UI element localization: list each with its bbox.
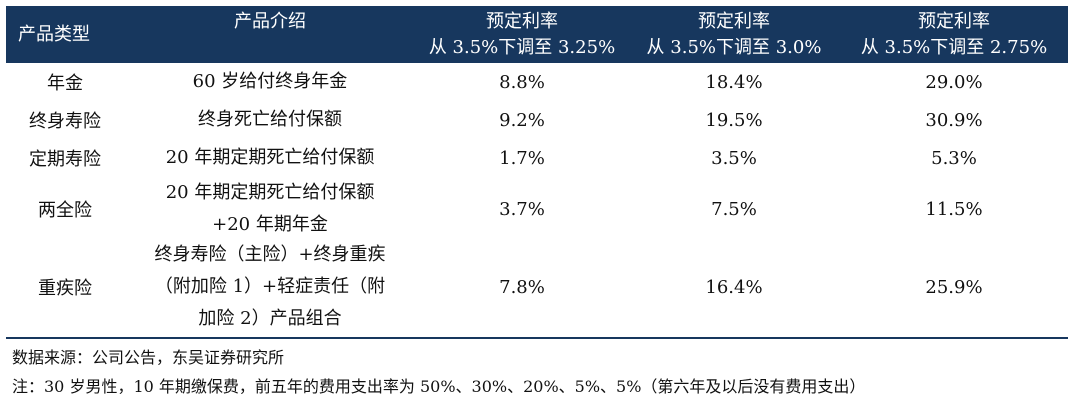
- footnote: 注：30 岁男性，10 年期缴保费，前五年的费用支出率为 50%、30%、20%…: [12, 377, 866, 396]
- intro-line: 20 年期定期死亡给付保额: [165, 147, 375, 168]
- header-rate-3-0: 预定利率 从 3.5%下调至 3.0%: [628, 6, 840, 63]
- intro-line: 终身死亡给付保额: [198, 109, 342, 130]
- cell-rate-3-0: 3.5%: [711, 147, 757, 169]
- cell-rate-3-25: 1.7%: [499, 147, 545, 169]
- header-rate-2-75-line2: 从 3.5%下调至 2.75%: [860, 36, 1048, 58]
- cell-product-intro: 20 年期定期死亡给付保额 +20 年期年金: [124, 177, 416, 241]
- header-product-intro-label: 产品介绍: [234, 11, 306, 32]
- cell-rate-3-25: 3.7%: [499, 198, 545, 220]
- cell-rate-3-0: 18.4%: [705, 71, 763, 93]
- intro-line: （附加险 1）+轻症责任（附: [154, 276, 386, 297]
- table-header: 产品类型 产品介绍 预定利率 从 3.5%下调至 3.25% 预定利率 从 3.…: [6, 6, 1068, 63]
- header-rate-3-0-line1: 预定利率: [698, 10, 770, 32]
- intro-line: 加险 2）产品组合: [198, 308, 342, 329]
- cell-product-intro: 终身寿险（主险）+终身重疾 （附加险 1）+轻症责任（附 加险 2）产品组合: [124, 237, 416, 337]
- header-product-type-label: 产品类型: [18, 23, 90, 45]
- header-rate-3-25: 预定利率 从 3.5%下调至 3.25%: [416, 6, 628, 63]
- cell-rate-3-25: 7.8%: [499, 276, 545, 298]
- cell-rate-3-0: 16.4%: [705, 276, 763, 298]
- source-note: 数据来源：公司公告，东吴证券研究所: [12, 348, 285, 367]
- intro-line: 终身寿险（主险）+终身重疾: [154, 244, 386, 265]
- cell-rate-3-25: 9.2%: [499, 109, 545, 131]
- intro-line: 60 岁给付终身年金: [192, 71, 348, 92]
- cell-rate-2-75: 29.0%: [925, 71, 983, 93]
- header-rate-3-25-line1: 预定利率: [486, 10, 558, 32]
- premium-impact-table: 产品类型 产品介绍 预定利率 从 3.5%下调至 3.25% 预定利率 从 3.…: [6, 6, 1068, 339]
- header-rate-3-0-line2: 从 3.5%下调至 3.0%: [646, 36, 822, 58]
- cell-product-type: 终身寿险: [29, 111, 101, 132]
- table-row: 终身寿险 终身死亡给付保额 9.2% 19.5% 30.9%: [6, 101, 1068, 139]
- header-rate-2-75-line1: 预定利率: [918, 10, 990, 32]
- cell-rate-3-0: 7.5%: [711, 198, 757, 220]
- header-product-type: 产品类型: [6, 6, 124, 63]
- intro-line: 20 年期定期死亡给付保额: [165, 182, 375, 203]
- cell-product-type: 定期寿险: [29, 149, 101, 170]
- cell-rate-3-0: 19.5%: [705, 109, 763, 131]
- cell-product-type: 年金: [47, 73, 83, 94]
- table-row: 定期寿险 20 年期定期死亡给付保额 1.7% 3.5% 5.3%: [6, 139, 1068, 177]
- cell-product-type: 两全险: [38, 200, 92, 221]
- cell-rate-2-75: 30.9%: [925, 109, 983, 131]
- table-row: 重疾险 终身寿险（主险）+终身重疾 （附加险 1）+轻症责任（附 加险 2）产品…: [6, 237, 1068, 337]
- header-rate-3-25-line2: 从 3.5%下调至 3.25%: [428, 36, 616, 58]
- cell-product-intro: 20 年期定期死亡给付保额: [124, 139, 416, 177]
- cell-product-intro: 终身死亡给付保额: [124, 101, 416, 139]
- cell-rate-2-75: 11.5%: [925, 198, 983, 220]
- table-bottom-rule: [6, 337, 1068, 339]
- cell-rate-2-75: 25.9%: [925, 276, 983, 298]
- table-row: 两全险 20 年期定期死亡给付保额 +20 年期年金 3.7% 7.5% 11.…: [6, 177, 1068, 237]
- table-row: 年金 60 岁给付终身年金 8.8% 18.4% 29.0%: [6, 63, 1068, 101]
- cell-rate-2-75: 5.3%: [931, 147, 977, 169]
- cell-rate-3-25: 8.8%: [499, 71, 545, 93]
- cell-product-intro: 60 岁给付终身年金: [124, 63, 416, 101]
- cell-product-type: 重疾险: [38, 278, 92, 299]
- header-product-intro: 产品介绍: [124, 6, 416, 63]
- intro-line: +20 年期年金: [212, 214, 328, 235]
- header-rate-2-75: 预定利率 从 3.5%下调至 2.75%: [840, 6, 1068, 63]
